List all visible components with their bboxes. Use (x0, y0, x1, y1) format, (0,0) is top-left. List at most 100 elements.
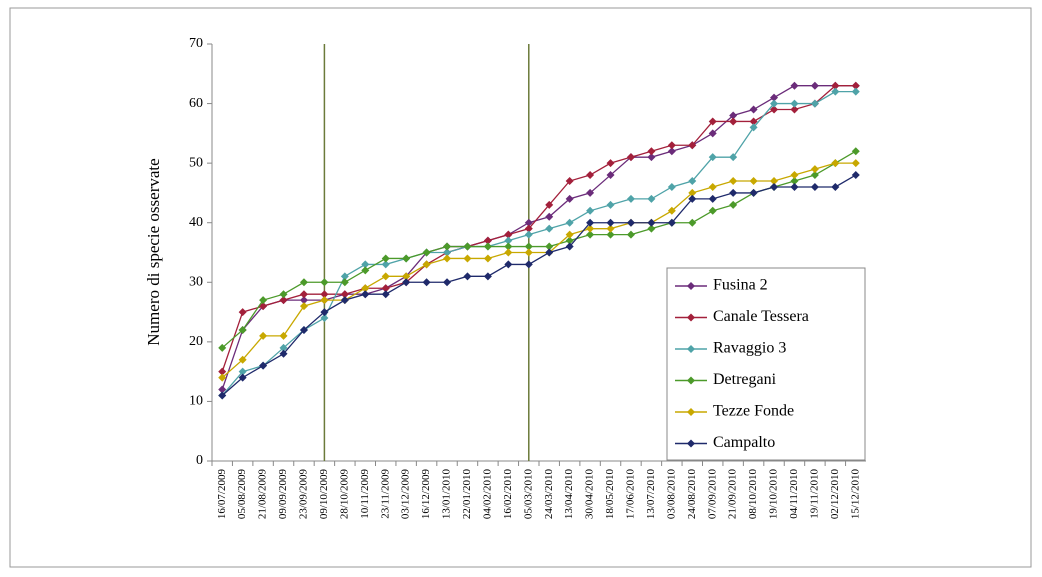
marker (381, 284, 390, 293)
y-axis-label: Numero di specie osservate (144, 158, 163, 345)
marker (422, 248, 431, 257)
marker (279, 290, 288, 299)
legend-marker (687, 313, 695, 322)
y-tick-label: 70 (189, 36, 203, 51)
x-tick-label: 21/09/2010 (727, 469, 739, 520)
marker (218, 385, 227, 394)
marker (504, 230, 513, 239)
marker (545, 212, 554, 221)
x-tick-label: 09/09/2009 (277, 469, 289, 520)
x-tick-label: 30/04/2010 (584, 469, 596, 520)
marker (831, 81, 840, 90)
y-tick-label: 50 (189, 155, 203, 170)
marker (770, 105, 779, 114)
marker (504, 248, 513, 257)
marker (524, 242, 533, 251)
marker (688, 141, 697, 150)
marker (238, 355, 247, 364)
marker (381, 260, 390, 269)
marker (790, 99, 799, 108)
marker (647, 218, 656, 227)
marker (340, 296, 349, 305)
x-tick-label: 08/10/2010 (747, 469, 759, 520)
marker (218, 391, 227, 400)
marker (749, 188, 758, 197)
marker (361, 284, 370, 293)
marker (831, 182, 840, 191)
legend-box (666, 267, 866, 461)
marker (667, 141, 676, 150)
legend-label: Detregani (713, 371, 777, 388)
marker (606, 218, 615, 227)
marker (851, 147, 860, 156)
marker (443, 278, 452, 287)
marker (647, 224, 656, 233)
marker (586, 218, 595, 227)
frame (9, 7, 1032, 568)
legend-label: Campalto (713, 434, 775, 451)
marker (504, 236, 513, 245)
marker (688, 177, 697, 186)
marker (463, 254, 472, 263)
x-tick-label: 22/01/2010 (461, 469, 473, 520)
x-tick-label: 03/12/2009 (400, 469, 412, 520)
marker (586, 206, 595, 215)
marker (729, 117, 738, 126)
marker (729, 111, 738, 120)
marker (790, 81, 799, 90)
marker (626, 230, 635, 239)
marker (565, 236, 574, 245)
marker (361, 260, 370, 269)
marker (667, 147, 676, 156)
marker (810, 171, 819, 180)
x-tick-label: 15/12/2010 (849, 469, 861, 520)
marker (340, 290, 349, 299)
marker (504, 242, 513, 251)
marker (299, 296, 308, 305)
marker (443, 248, 452, 257)
legend-marker (687, 345, 695, 353)
x-tick-label: 16/02/2010 (502, 469, 514, 520)
marker (565, 218, 574, 227)
marker (647, 147, 656, 156)
x-tick-label: 16/07/2009 (216, 469, 228, 520)
marker (483, 236, 492, 245)
series-line (221, 91, 856, 396)
marker (667, 182, 676, 191)
marker (279, 343, 288, 352)
marker (810, 81, 819, 90)
y-tick-label: 40 (189, 215, 203, 230)
marker (810, 165, 819, 174)
marker (483, 242, 492, 251)
marker (729, 200, 738, 209)
marker (790, 171, 799, 180)
marker (586, 171, 595, 180)
marker (708, 129, 717, 138)
marker (320, 290, 329, 299)
x-tick-label: 24/03/2010 (543, 469, 555, 520)
marker (218, 367, 227, 376)
marker (545, 224, 554, 233)
marker (238, 373, 247, 382)
marker (688, 218, 697, 227)
y-tick-label: 30 (189, 275, 203, 290)
marker (565, 194, 574, 203)
marker (626, 153, 635, 162)
marker (443, 242, 452, 251)
marker (483, 254, 492, 263)
marker (708, 206, 717, 215)
marker (320, 314, 329, 323)
marker (238, 325, 247, 334)
marker (729, 153, 738, 162)
marker (810, 99, 819, 108)
marker (299, 290, 308, 299)
marker (381, 254, 390, 263)
marker (770, 182, 779, 191)
marker (790, 177, 799, 186)
marker (749, 177, 758, 186)
marker (463, 242, 472, 251)
marker (545, 248, 554, 257)
marker (524, 218, 533, 227)
x-tick-label: 03/08/2010 (665, 469, 677, 520)
marker (259, 361, 268, 370)
